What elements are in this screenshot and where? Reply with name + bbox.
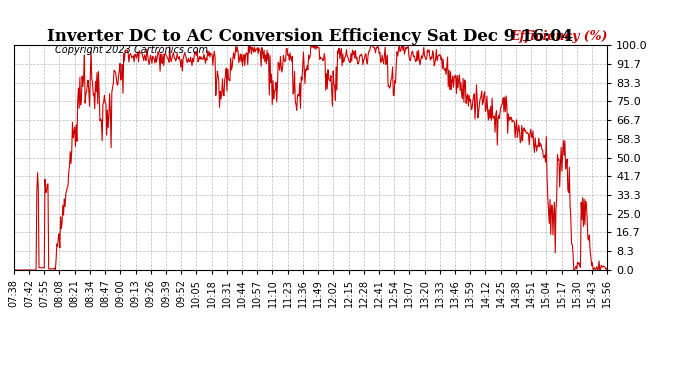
Text: Copyright 2023 Cartronics.com: Copyright 2023 Cartronics.com (55, 45, 208, 55)
Title: Inverter DC to AC Conversion Efficiency Sat Dec 9 16:04: Inverter DC to AC Conversion Efficiency … (48, 28, 573, 45)
Text: Efficiency (%): Efficiency (%) (510, 30, 607, 43)
